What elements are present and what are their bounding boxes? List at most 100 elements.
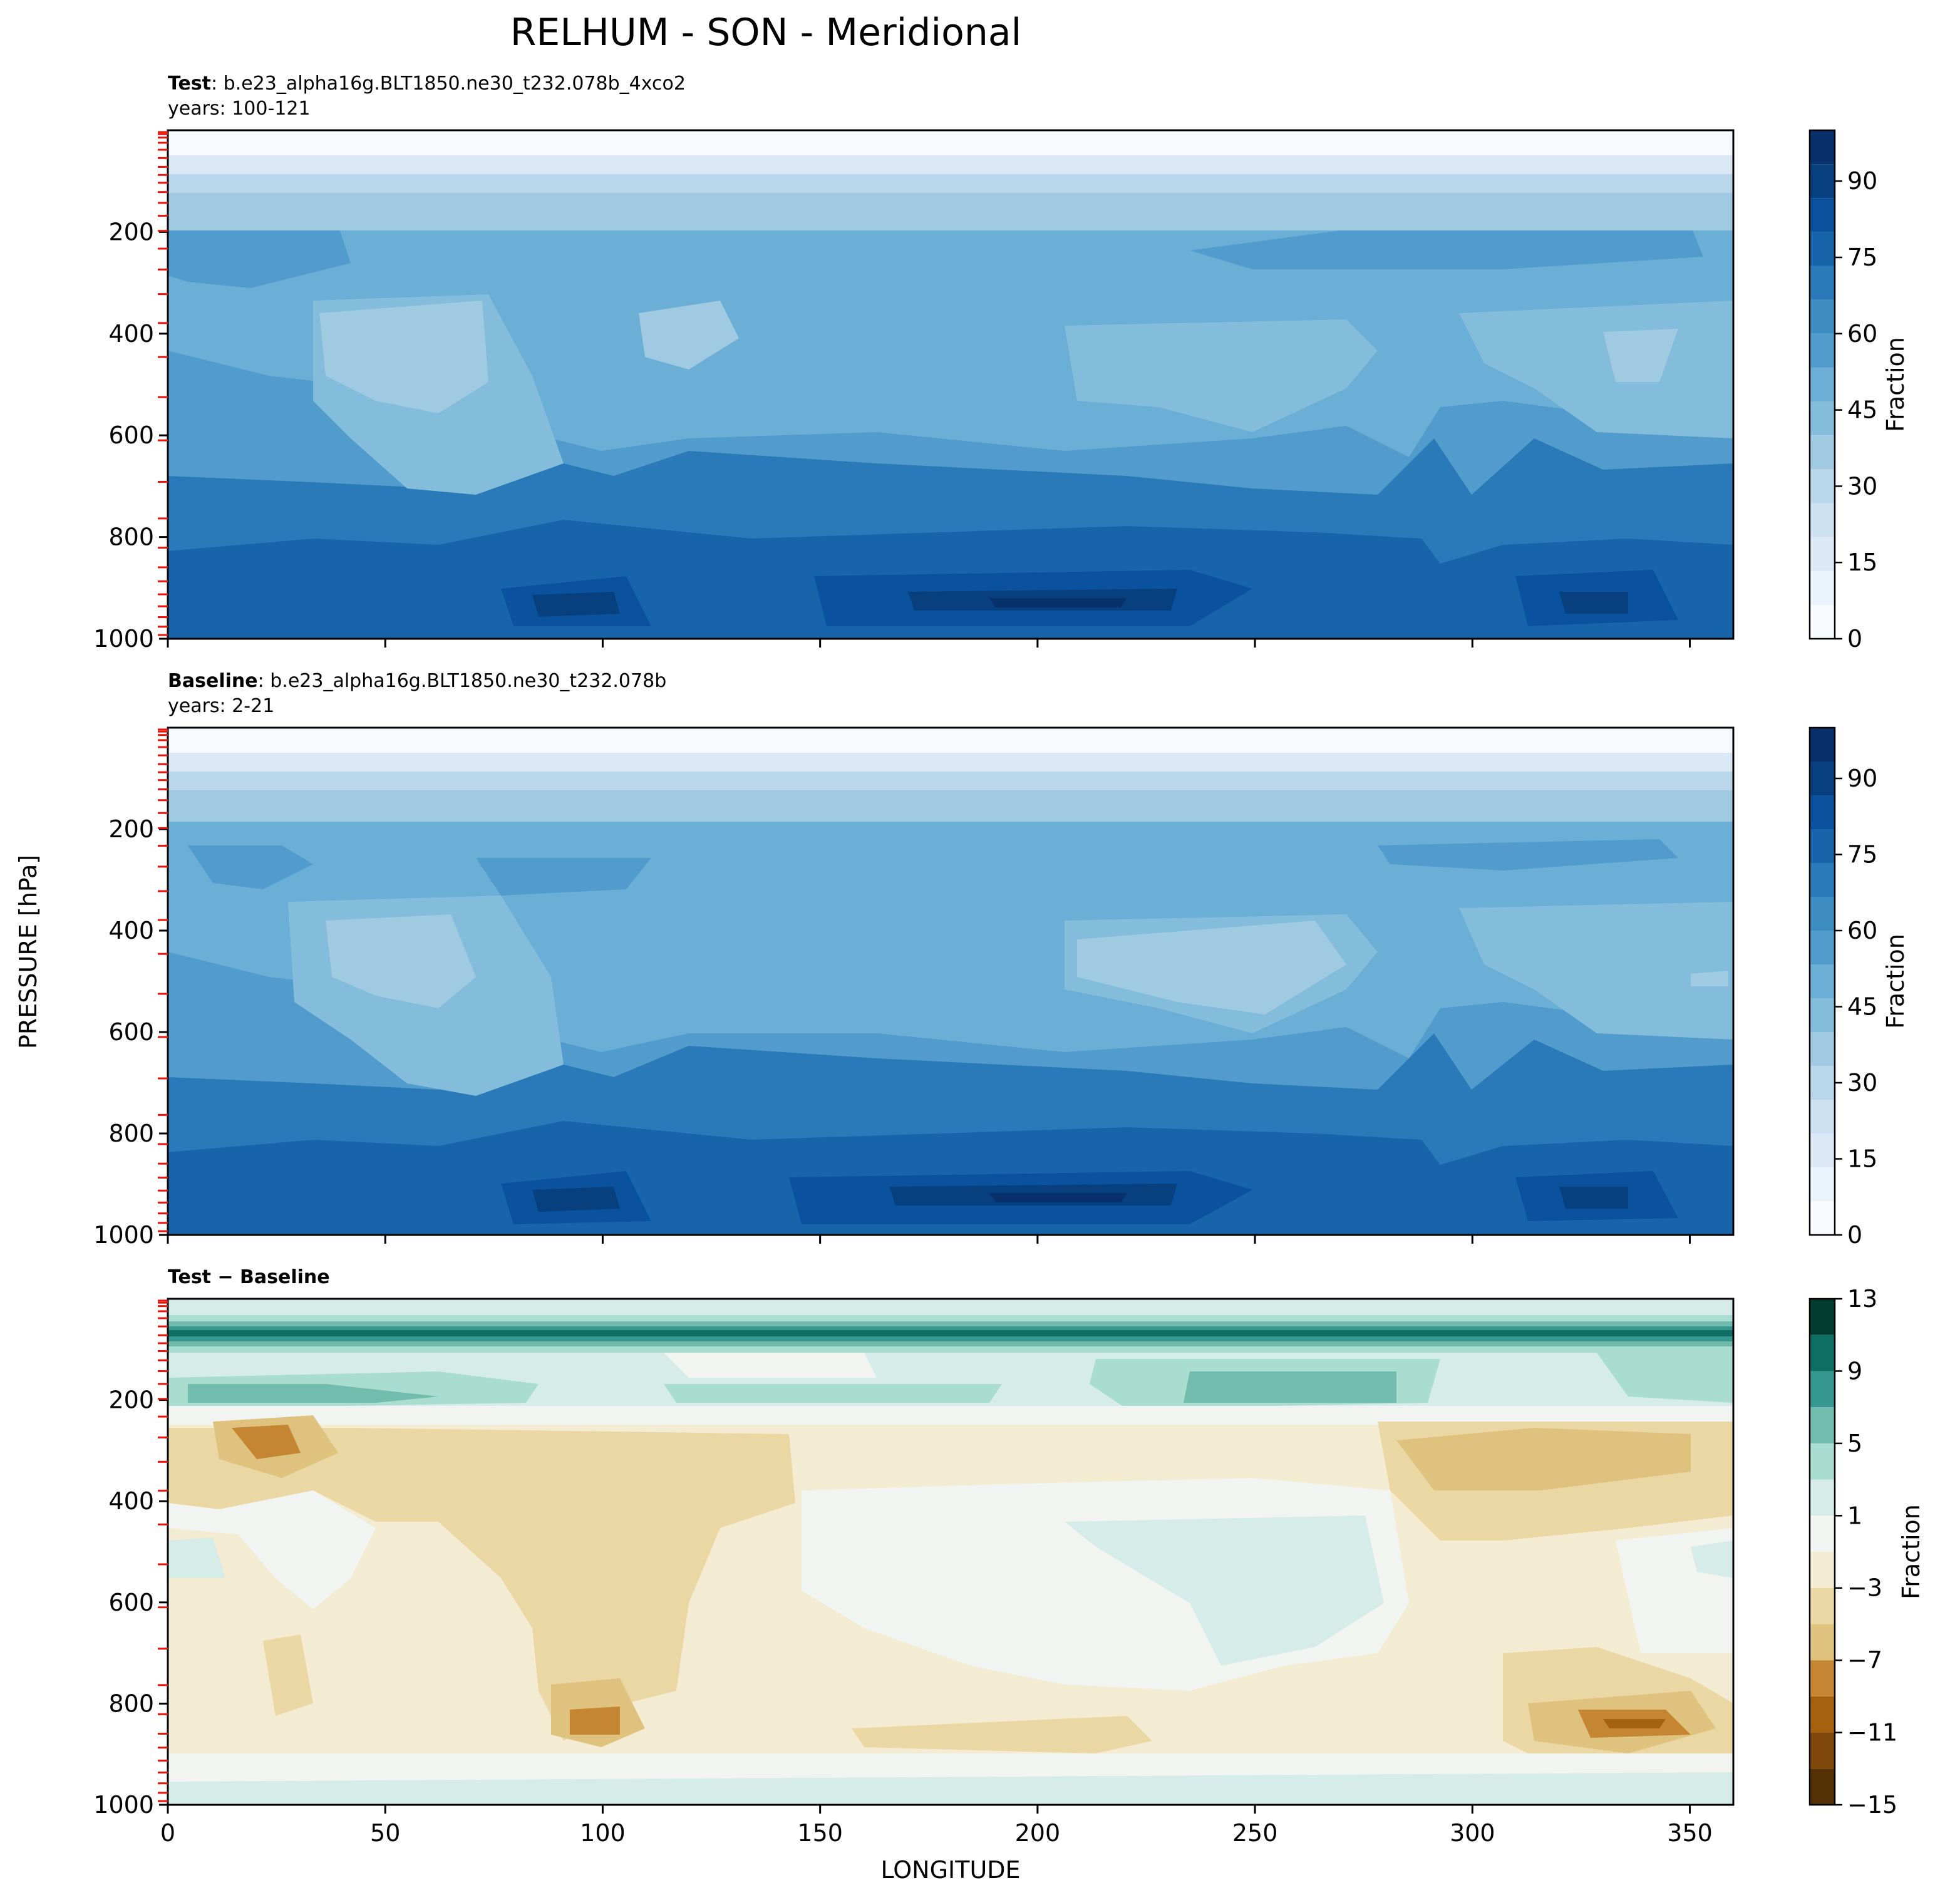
colorbar-segment	[1810, 1443, 1835, 1480]
x-tick-label: 350	[1667, 1819, 1713, 1847]
band-6c	[1065, 319, 1378, 432]
band-top-11	[168, 1330, 1733, 1336]
colorbar-tick-label: 1	[1847, 1502, 1862, 1529]
colorbar-frame	[1808, 129, 1836, 640]
band-13	[532, 1187, 620, 1212]
x-tick-label: 150	[797, 1819, 843, 1847]
band-neg7-mid	[570, 1706, 620, 1735]
colorbar-tick-label: 60	[1847, 320, 1877, 348]
colorbar-segment	[1810, 795, 1835, 829]
colorbar-segment	[1810, 1201, 1835, 1235]
colorbar-segment	[1810, 931, 1835, 964]
band-1-l	[168, 1537, 225, 1578]
colorbar-tick-label: −3	[1847, 1574, 1882, 1602]
y-tick-label: 200	[108, 218, 154, 245]
band-5-mid	[664, 1384, 1002, 1403]
x-axis-label: LONGITUDE	[880, 1856, 1020, 1884]
colorbar-segment	[1810, 333, 1835, 368]
colorbar-tick-label: 5	[1847, 1430, 1862, 1457]
band-13c	[1559, 592, 1628, 614]
x-tick-label: 300	[1450, 1819, 1495, 1847]
colorbar-tick-label: 15	[1847, 1145, 1877, 1173]
colorbar-segment	[1810, 998, 1835, 1032]
panel-baseline-title-bold: Baseline	[168, 670, 258, 692]
panel-baseline-title: Baseline: b.e23_alpha16g.BLT1850.ne30_t2…	[168, 670, 666, 692]
band-8c	[1190, 225, 1703, 269]
colorbar-tick-label: 9	[1847, 1357, 1862, 1385]
colorbar-segment	[1810, 299, 1835, 334]
colorbar-segment	[1810, 1100, 1835, 1133]
colorbar-segment	[1810, 367, 1835, 402]
panel-diff: Test − Baseline	[93, 1266, 1925, 1884]
colorbar-segment	[1810, 1167, 1835, 1201]
y-tick-label: 400	[108, 1487, 154, 1515]
colorbar-label: Fraction	[1882, 337, 1909, 432]
colorbar-segment	[1810, 1335, 1835, 1371]
band-neg3-c	[852, 1716, 1152, 1753]
colorbar-segment	[1810, 964, 1835, 998]
x-tick-label: 50	[370, 1819, 400, 1847]
colorbar-segment	[1810, 503, 1835, 537]
colorbar-segment	[1810, 897, 1835, 931]
y-tick-label: 1000	[93, 1791, 154, 1819]
x-tick-label: 250	[1232, 1819, 1278, 1847]
colorbar-segment	[1810, 1299, 1835, 1335]
colorbar-tick-label: 30	[1847, 472, 1877, 500]
band-7-right	[1184, 1371, 1396, 1403]
colorbar-label: Fraction	[1897, 1504, 1925, 1599]
band-5c	[1691, 971, 1728, 986]
colorbar-segment	[1810, 1660, 1835, 1696]
y-tick-label: 600	[108, 421, 154, 449]
band-1-bot	[168, 1772, 1733, 1805]
y-tick-label: 1000	[93, 1221, 154, 1249]
colorbar-tick-label: 0	[1847, 625, 1862, 653]
colorbar-tick-label: 90	[1847, 765, 1877, 792]
colorbar-segment	[1810, 1696, 1835, 1733]
y-tick-label: 600	[108, 1018, 154, 1046]
colorbar-tick-label: 15	[1847, 549, 1877, 576]
colorbar-segment	[1810, 1624, 1835, 1661]
panel-test-title: Test: b.e23_alpha16g.BLT1850.ne30_t232.0…	[168, 73, 686, 95]
colorbar-tick-label: 75	[1847, 244, 1877, 271]
colorbar-segment	[1810, 1732, 1835, 1769]
band-14	[989, 598, 1127, 607]
band-8d	[476, 858, 651, 896]
axes-frame-diff	[167, 1298, 1735, 1806]
axes-frame-baseline	[167, 726, 1735, 1236]
y-tick-label: 600	[108, 1589, 154, 1616]
colorbar-tick-label: 75	[1847, 841, 1877, 869]
band-white-c	[168, 1490, 376, 1609]
panel-baseline-years: years: 2-21	[168, 695, 274, 717]
colorbar-segment	[1810, 604, 1835, 639]
contour-field-diff	[168, 1299, 1733, 1805]
colorbar-segment	[1810, 1133, 1835, 1167]
colorbar-label: Fraction	[1882, 934, 1909, 1029]
band-neg3-left	[168, 1428, 795, 1741]
y-tick-label: 800	[108, 1120, 154, 1147]
band-1	[168, 728, 1733, 753]
colorbar-segment	[1810, 232, 1835, 266]
y-tick-label: 200	[108, 1386, 154, 1414]
colorbar-segment	[1810, 266, 1835, 300]
x-tick-label: 200	[1015, 1819, 1061, 1847]
y-tick-label: 800	[108, 524, 154, 551]
colorbar-tick-label: 30	[1847, 1069, 1877, 1097]
band-1	[168, 130, 1733, 155]
panel-test-title-rest: : b.e23_alpha16g.BLT1850.ne30_t232.078b_…	[211, 73, 686, 95]
colorbar-segment	[1810, 1768, 1835, 1805]
panel-baseline: Baseline: b.e23_alpha16g.BLT1850.ne30_t2…	[93, 670, 1909, 1249]
band-5	[319, 301, 488, 413]
colorbar-segment	[1810, 1407, 1835, 1443]
contour-field-baseline	[168, 728, 1733, 1235]
band-white-top	[664, 1353, 877, 1378]
colorbar-baseline: 0 15 30 45 60 75 90 Fraction	[1808, 726, 1909, 1249]
colorbar-tick-label: 45	[1847, 396, 1877, 424]
x-tick-label: 0	[160, 1819, 175, 1847]
colorbar-segment	[1810, 1515, 1835, 1552]
figure-title: RELHUM - SON - Meridional	[510, 11, 1022, 54]
colorbar-segment	[1810, 469, 1835, 503]
colorbar-segment	[1810, 1588, 1835, 1624]
band-8c	[1378, 839, 1678, 870]
colorbar-segment	[1810, 1552, 1835, 1588]
